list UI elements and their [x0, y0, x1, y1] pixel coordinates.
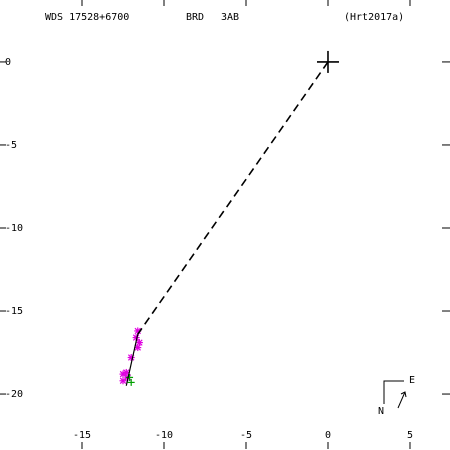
y-tick-label: -10 — [5, 223, 23, 234]
marker-stroke — [134, 344, 141, 351]
y-tick-label: -15 — [5, 306, 23, 317]
measurement-plus — [127, 378, 135, 386]
measurement-plus — [126, 373, 134, 381]
compass-arrowhead — [400, 391, 407, 398]
header-reference: (Hrt2017a) — [344, 12, 404, 23]
header-component: 3AB — [221, 12, 239, 23]
marker-stroke — [119, 370, 127, 378]
primary-star — [316, 50, 339, 73]
dashed-line — [137, 61, 329, 335]
measurement-asterisk — [134, 344, 142, 352]
header-discoverer: BRD — [186, 12, 204, 23]
y-tick-label: -5 — [5, 140, 17, 151]
x-tick-label: 5 — [407, 430, 413, 441]
x-tick-label: -15 — [73, 430, 91, 441]
measurement-asterisk — [119, 377, 127, 385]
header-id: WDS 17528+6700 — [45, 12, 129, 23]
compass — [383, 380, 407, 409]
y-tick-label: -20 — [5, 389, 23, 400]
compass-arrow — [397, 391, 406, 409]
compass-axes — [383, 380, 404, 404]
compass-east: E — [409, 375, 415, 386]
fit-line — [125, 334, 139, 386]
marker-stroke — [134, 327, 141, 335]
x-tick-label: -10 — [155, 430, 173, 441]
x-tick-label: 0 — [325, 430, 331, 441]
y-tick-label: 0 — [5, 57, 11, 68]
compass-north: N — [378, 406, 384, 417]
measurement-asterisk — [119, 370, 127, 378]
x-tick-label: -5 — [240, 430, 252, 441]
measurement-asterisk — [135, 339, 143, 347]
marker-stroke — [119, 377, 127, 384]
